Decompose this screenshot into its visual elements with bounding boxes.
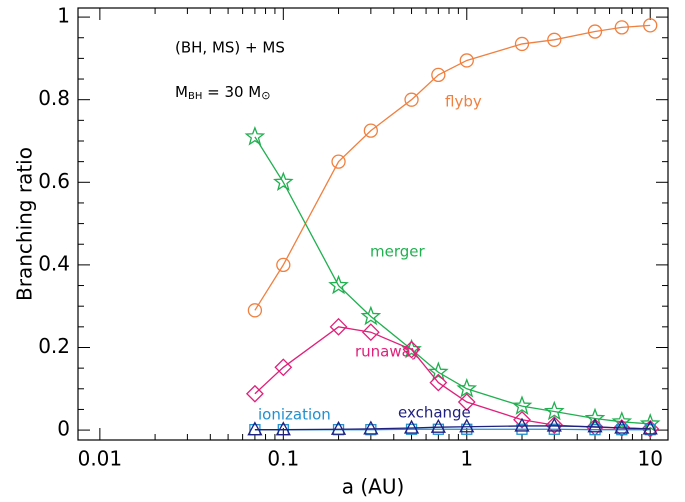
- marker: [363, 123, 378, 138]
- marker: [639, 413, 661, 433]
- marker: [642, 420, 658, 435]
- marker: [361, 323, 380, 342]
- marker: [429, 373, 448, 392]
- marker: [402, 340, 421, 359]
- sun-symbol: ⊙: [261, 89, 270, 102]
- marker: [276, 257, 291, 273]
- marker: [511, 395, 533, 415]
- marker: [363, 420, 379, 435]
- x-tick-label: 1: [460, 447, 473, 471]
- mass-subscript: BH: [188, 91, 202, 102]
- marker: [247, 421, 263, 436]
- marker: [643, 18, 658, 33]
- marker: [587, 418, 603, 433]
- series-label: runaway: [355, 343, 420, 361]
- x-tick-label: 10: [637, 447, 662, 471]
- series-line: [254, 136, 651, 425]
- marker: [430, 418, 446, 433]
- marker: [328, 274, 349, 295]
- marker: [274, 358, 293, 377]
- y-tick-label: 1: [57, 4, 70, 28]
- marker: [329, 317, 348, 336]
- y-tick-label: 0.6: [38, 169, 70, 193]
- marker: [587, 24, 603, 39]
- marker: [275, 421, 291, 436]
- marker: [431, 67, 446, 83]
- mass-label: MBH = 30 M⊙: [175, 83, 270, 103]
- marker: [545, 416, 564, 435]
- marker: [644, 424, 656, 436]
- marker: [514, 417, 530, 432]
- annotation: (BH, MS) + MS: [175, 39, 285, 57]
- y-tick-label: 0.4: [38, 251, 70, 275]
- marker: [457, 393, 476, 411]
- marker: [514, 36, 530, 52]
- x-tick-label: 0.01: [78, 447, 123, 471]
- marker: [546, 417, 562, 432]
- marker: [365, 424, 377, 436]
- marker: [404, 92, 419, 107]
- marker: [611, 410, 633, 431]
- plot-frame: [77, 7, 669, 441]
- marker: [403, 419, 420, 434]
- marker: [456, 377, 478, 398]
- marker: [273, 171, 294, 192]
- series-label: flyby: [445, 93, 482, 111]
- series-label: ionization: [258, 406, 331, 424]
- marker: [247, 303, 263, 318]
- marker: [459, 53, 474, 68]
- y-tick-label: 0.2: [38, 334, 70, 358]
- marker: [360, 305, 382, 326]
- marker: [331, 154, 346, 169]
- marker: [614, 419, 630, 434]
- series-label: merger: [370, 243, 425, 261]
- y-tick-label: 0: [57, 417, 70, 441]
- marker: [513, 410, 531, 429]
- mass-equals: = 30 M: [202, 83, 261, 101]
- marker: [330, 420, 347, 435]
- marker: [614, 20, 629, 35]
- x-axis-label: a (AU): [342, 475, 405, 499]
- marker: [547, 32, 562, 47]
- marker: [428, 361, 449, 382]
- marker: [584, 407, 606, 428]
- mass-symbol: M: [175, 83, 188, 101]
- y-axis-label: Branching ratio: [13, 147, 37, 301]
- x-tick-label: 0.1: [267, 447, 299, 471]
- marker: [543, 400, 565, 421]
- marker: [245, 384, 264, 403]
- marker: [459, 418, 475, 433]
- series-line: [254, 24, 651, 311]
- marker: [244, 126, 266, 146]
- y-tick-label: 0.8: [38, 86, 70, 110]
- series-label: exchange: [398, 404, 471, 422]
